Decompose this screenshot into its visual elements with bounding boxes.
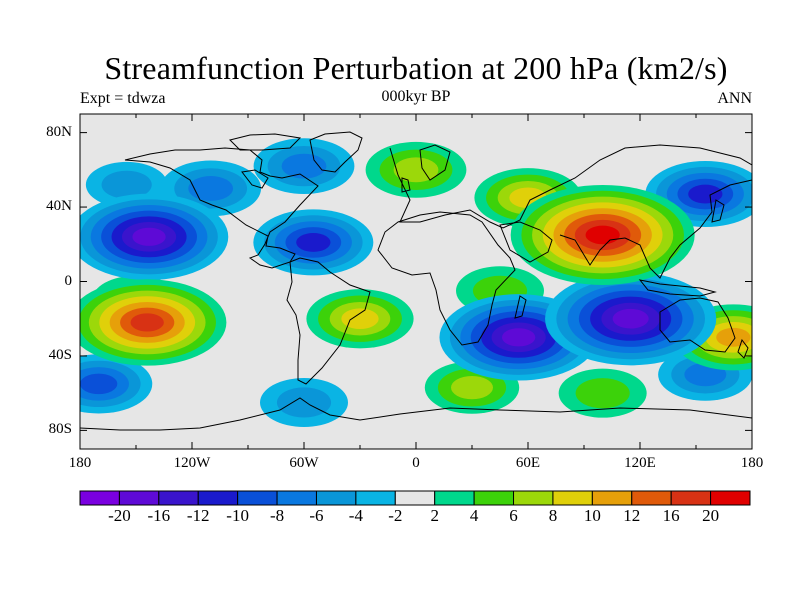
- field-feature: [260, 377, 348, 427]
- south-america-coast: [286, 257, 371, 385]
- colorbar-swatch: [355, 490, 396, 506]
- antarctica-coast: [80, 397, 752, 431]
- colorbar-swatch: [315, 490, 357, 506]
- arabia-coast: [499, 221, 553, 263]
- europe-coast: [389, 144, 752, 229]
- southeast-asia-coast: [624, 179, 752, 279]
- colorbar-swatch: [513, 490, 554, 506]
- field-feature: [253, 138, 355, 195]
- colorbar-swatch: [158, 490, 199, 506]
- field-contour-band: [188, 176, 234, 201]
- field-contour-band: [451, 375, 493, 400]
- colorbar-level-label: 8: [548, 506, 558, 525]
- greenland-coast: [309, 131, 363, 173]
- field-contour-band: [281, 153, 327, 179]
- hudson-bay-coast: [241, 169, 269, 189]
- latitude-tick-label: 80N: [46, 123, 72, 140]
- season-label: ANN: [717, 90, 752, 107]
- colorbar-level-label: -10: [226, 506, 249, 525]
- colorbar-level-label: -4: [348, 506, 363, 525]
- field-feature: [365, 141, 467, 198]
- colorbar-level-label: 4: [469, 506, 479, 525]
- colorbar-level-label: -6: [309, 506, 324, 525]
- experiment-label: Expt = tdwza: [80, 90, 166, 107]
- madagascar-coast: [514, 295, 527, 319]
- colorbar-swatch: [276, 490, 317, 506]
- axis-ticks: [79, 114, 753, 449]
- longitude-tick-label: 60E: [515, 455, 541, 471]
- longitude-tick-label: 180: [68, 455, 92, 471]
- latitude-tick-label: 40S: [48, 346, 72, 363]
- colorbar-swatch: [631, 490, 672, 506]
- period-label: 000kyr BP: [381, 88, 451, 105]
- field-feature: [80, 354, 153, 414]
- coastlines: [80, 131, 752, 431]
- colorbar-swatch: [434, 490, 475, 506]
- colorbar-swatch: [237, 490, 278, 506]
- colorbar-swatch: [710, 490, 751, 506]
- colorbar-level-label: -12: [186, 506, 210, 525]
- latitude-tick-label: 0: [64, 272, 73, 289]
- colorbar-swatch: [591, 490, 633, 506]
- field-contour-band: [132, 227, 166, 246]
- colorbar-level-label: -16: [147, 506, 171, 525]
- longitude-tick-label: 0: [412, 455, 420, 471]
- field-contour-band: [585, 225, 620, 245]
- field-contour-band: [130, 313, 164, 332]
- longitude-tick-label: 180: [740, 455, 764, 471]
- field-contour-band: [341, 308, 379, 330]
- colorbar-swatch: [118, 490, 160, 506]
- colorbar-swatch: [197, 490, 239, 506]
- field-contour-band: [575, 378, 630, 409]
- colorbar-swatch: [394, 490, 436, 506]
- field-feature: [253, 209, 374, 276]
- field-contour-band: [688, 184, 723, 204]
- new-zealand-coast: [737, 338, 749, 359]
- colorbar-level-label: -20: [108, 506, 131, 525]
- field-feature: [80, 279, 227, 366]
- longitude-tick-label: 120W: [173, 455, 211, 471]
- uk-coast: [401, 177, 411, 193]
- field-contour-band: [101, 170, 152, 199]
- longitude-tick-label: 120E: [624, 455, 656, 471]
- colorbar-level-label: -2: [388, 506, 403, 525]
- field-contour-band: [80, 373, 118, 395]
- longitude-tick-label: 60W: [289, 455, 319, 471]
- africa-coast: [377, 211, 516, 346]
- latitude-tick-label: 40N: [46, 198, 72, 215]
- japan-coast: [711, 199, 725, 223]
- colorbar-level-label: 16: [662, 506, 680, 525]
- scandinavia-coast: [419, 144, 451, 181]
- field-feature: [545, 272, 717, 366]
- field-contour-band: [716, 327, 751, 347]
- field-contour-band: [501, 328, 536, 347]
- colorbar-level-label: 10: [583, 506, 601, 525]
- colorbar-level-label: 6: [509, 506, 518, 525]
- colorbar-level-label: 2: [430, 506, 439, 525]
- colorbar: [79, 490, 751, 506]
- field-contour-band: [612, 308, 649, 329]
- india-coast: [559, 234, 626, 266]
- arctic-islands-coast: [229, 133, 302, 151]
- colorbar-swatch: [473, 490, 515, 506]
- colorbar-swatch: [552, 490, 593, 506]
- indonesia-coast: [638, 279, 717, 297]
- field-contour-band: [276, 387, 332, 418]
- north-america-coast: [124, 147, 319, 269]
- australia-coast: [659, 297, 736, 353]
- colorbar-swatch: [79, 490, 120, 506]
- field-feature: [306, 289, 414, 349]
- field-contour-band: [296, 232, 331, 252]
- field-feature: [80, 193, 229, 281]
- chart-title: Streamfunction Perturbation at 200 hPa (…: [104, 50, 728, 86]
- colorbar-level-label: 12: [623, 506, 641, 525]
- field-feature: [558, 368, 647, 418]
- field-feature: [510, 184, 695, 285]
- colorbar-swatch: [670, 490, 712, 506]
- latitude-tick-label: 80S: [48, 421, 72, 438]
- colorbar-level-label: -8: [269, 506, 285, 525]
- streamfunction-field: [80, 114, 752, 449]
- colorbar-level-label: 20: [702, 506, 720, 525]
